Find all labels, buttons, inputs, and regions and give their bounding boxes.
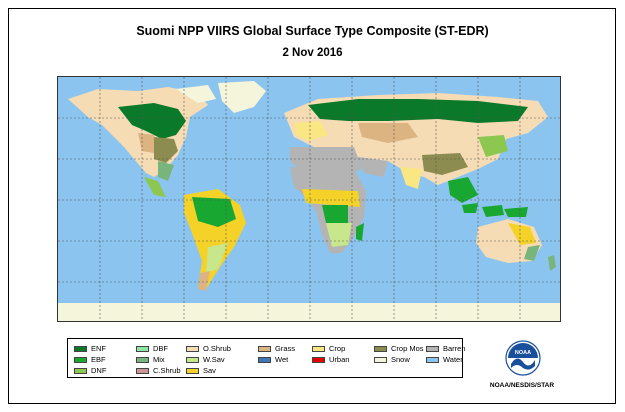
greenland — [218, 81, 266, 113]
legend-dbf-swatch — [136, 345, 149, 352]
south-america — [184, 189, 246, 291]
legend-barren-label: Barren — [443, 343, 466, 353]
logo-text: NOAA — [515, 350, 531, 356]
legend-wet-label: Wet — [275, 354, 289, 364]
legend-water-swatch — [426, 356, 439, 363]
legend-wsav-label: W.Sav — [203, 354, 225, 364]
legend-sav-label: Sav — [203, 365, 216, 375]
legend-enf-label: ENF — [91, 343, 106, 353]
legend-dnf-label: DNF — [91, 365, 107, 375]
legend-wet: Wet — [258, 354, 288, 365]
legend-barren-swatch — [426, 345, 439, 352]
legend-ebf-label: EBF — [91, 354, 106, 364]
legend-cshrub-label: C.Shrub — [153, 365, 181, 375]
legend-cshrub-swatch — [136, 367, 149, 374]
legend-grass-label: Grass — [275, 343, 296, 353]
legend-barren: Barren — [426, 343, 466, 354]
legend-wsav: W.Sav — [186, 354, 225, 365]
world-map-svg — [58, 77, 560, 321]
legend-crop-label: Crop — [329, 343, 346, 353]
legend-oshrub-label: O.Shrub — [203, 343, 231, 353]
africa — [290, 167, 366, 253]
legend: ENF EBF DNF DBF Mix C.Shrub O.Shrub W.Sav Sav Gra… — [67, 338, 466, 378]
legend-urban-swatch — [312, 356, 325, 363]
legend-ebf: EBF — [74, 354, 106, 365]
legend-grass-swatch — [258, 345, 271, 352]
legend-crop-mos-label: Crop Mos — [391, 343, 424, 353]
legend-sav-swatch — [186, 367, 199, 374]
legend-dbf: DBF — [136, 343, 168, 354]
legend-crop-swatch — [312, 345, 325, 352]
map-title: Suomi NPP VIIRS Global Surface Type Comp… — [136, 24, 489, 38]
legend-grass: Grass — [258, 343, 295, 354]
legend-mix-label: Mix — [153, 354, 165, 364]
graticule — [58, 77, 560, 321]
legend-ebf-swatch — [74, 356, 87, 363]
legend-wet-swatch — [258, 356, 271, 363]
australia — [476, 219, 542, 263]
legend-snow: Snow — [374, 354, 410, 365]
noaa-logo-icon: NOAA — [505, 340, 541, 376]
new-zealand — [548, 255, 556, 271]
antarctica — [58, 303, 560, 321]
eurasia — [284, 93, 548, 203]
map-date: 2 Nov 2016 — [282, 47, 343, 59]
legend-dbf-label: DBF — [153, 343, 168, 353]
legend-mix-swatch — [136, 356, 149, 363]
world-map — [57, 76, 561, 322]
legend-enf-swatch — [74, 345, 87, 352]
legend-dnf: DNF — [74, 365, 106, 376]
legend-urban: Urban — [312, 354, 349, 365]
legend-wsav-swatch — [186, 356, 199, 363]
legend-urban-label: Urban — [329, 354, 350, 364]
legend-snow-label: Snow — [391, 354, 410, 364]
legend-sav: Sav — [186, 365, 216, 376]
legend-cshrub: C.Shrub — [136, 365, 181, 376]
legend-mix: Mix — [136, 354, 165, 365]
north-america — [68, 85, 216, 197]
legend-crop: Crop — [312, 343, 345, 354]
legend-dnf-swatch — [74, 367, 87, 374]
credit-text: NOAA/NESDIS/STAR — [489, 382, 555, 389]
legend-oshrub: O.Shrub — [186, 343, 231, 354]
legend-water-label: Water — [443, 354, 463, 364]
legend-water: Water — [426, 354, 463, 365]
legend-oshrub-swatch — [186, 345, 199, 352]
maritime-southeast-asia — [462, 203, 528, 217]
legend-crop-mos-swatch — [374, 345, 387, 352]
legend-crop-mos: Crop Mos — [374, 343, 424, 354]
legend-snow-swatch — [374, 356, 387, 363]
legend-enf: ENF — [74, 343, 106, 354]
